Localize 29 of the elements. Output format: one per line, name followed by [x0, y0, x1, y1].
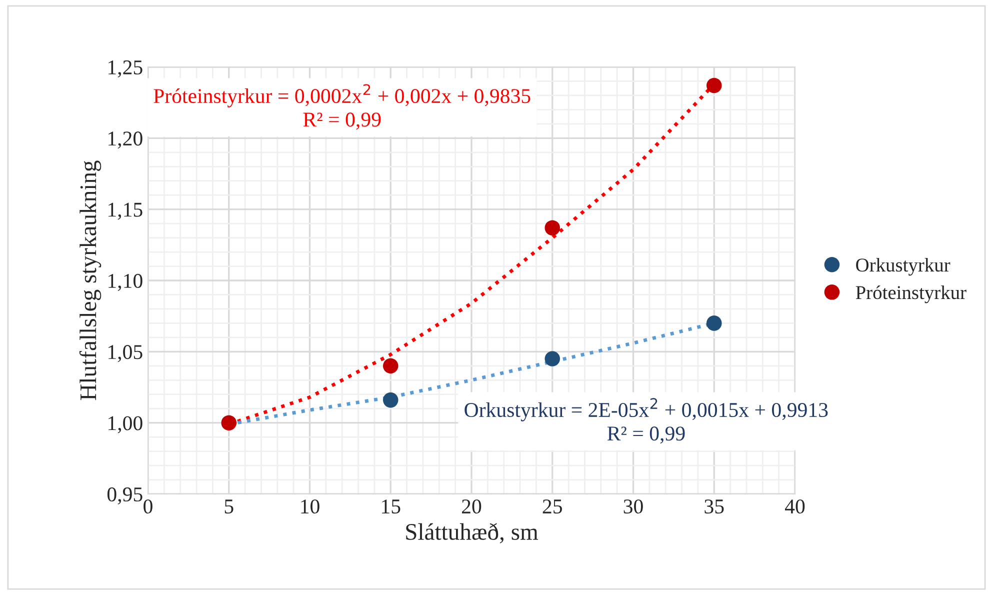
x-tick-label: 25 [542, 500, 562, 514]
x-tick-label: 15 [382, 500, 400, 514]
point [706, 316, 722, 331]
y-tick-label: 1,10 [108, 274, 142, 291]
x-tick-label: 40 [784, 499, 805, 514]
x-tick-label: 0 [144, 499, 152, 514]
legend-label: Próteinstyrkur [856, 285, 966, 304]
point [221, 415, 237, 430]
point [544, 351, 560, 366]
x-tick-label: 35 [704, 500, 724, 514]
x-tick-label: 30 [624, 499, 643, 514]
annotation: Próteinstyrkur = 0,0002x$^{2}$ + 0,002x + 0,9835 R² = 0,99 [154, 84, 530, 130]
y-axis-title: Hlutfallsleg styrkaukning [79, 160, 102, 400]
point [382, 358, 398, 374]
x-tick-label: 10 [301, 499, 320, 514]
x-axis-title: Sláttuhæð, sm [406, 523, 538, 544]
x-tick-label: 20 [462, 499, 482, 514]
y-tick-label: 1,05 [108, 345, 142, 362]
annotation: Orkustyrkur = 2E-05x$^{2}$ + 0,0015x + 0,9913 R² = 0,99 [464, 398, 828, 444]
y-tick-label: 1,20 [108, 132, 142, 149]
point [382, 392, 398, 408]
point [706, 78, 722, 94]
point [544, 220, 560, 236]
y-tick-label: 1,25 [108, 60, 142, 78]
x-tick-label: 5 [224, 500, 234, 514]
y-tick-label: 1,15 [108, 202, 142, 220]
y-tick-label: 1,00 [108, 416, 142, 434]
legend-label: Orkustyrkur [856, 258, 950, 276]
y-tick-label: 0,95 [107, 487, 142, 504]
